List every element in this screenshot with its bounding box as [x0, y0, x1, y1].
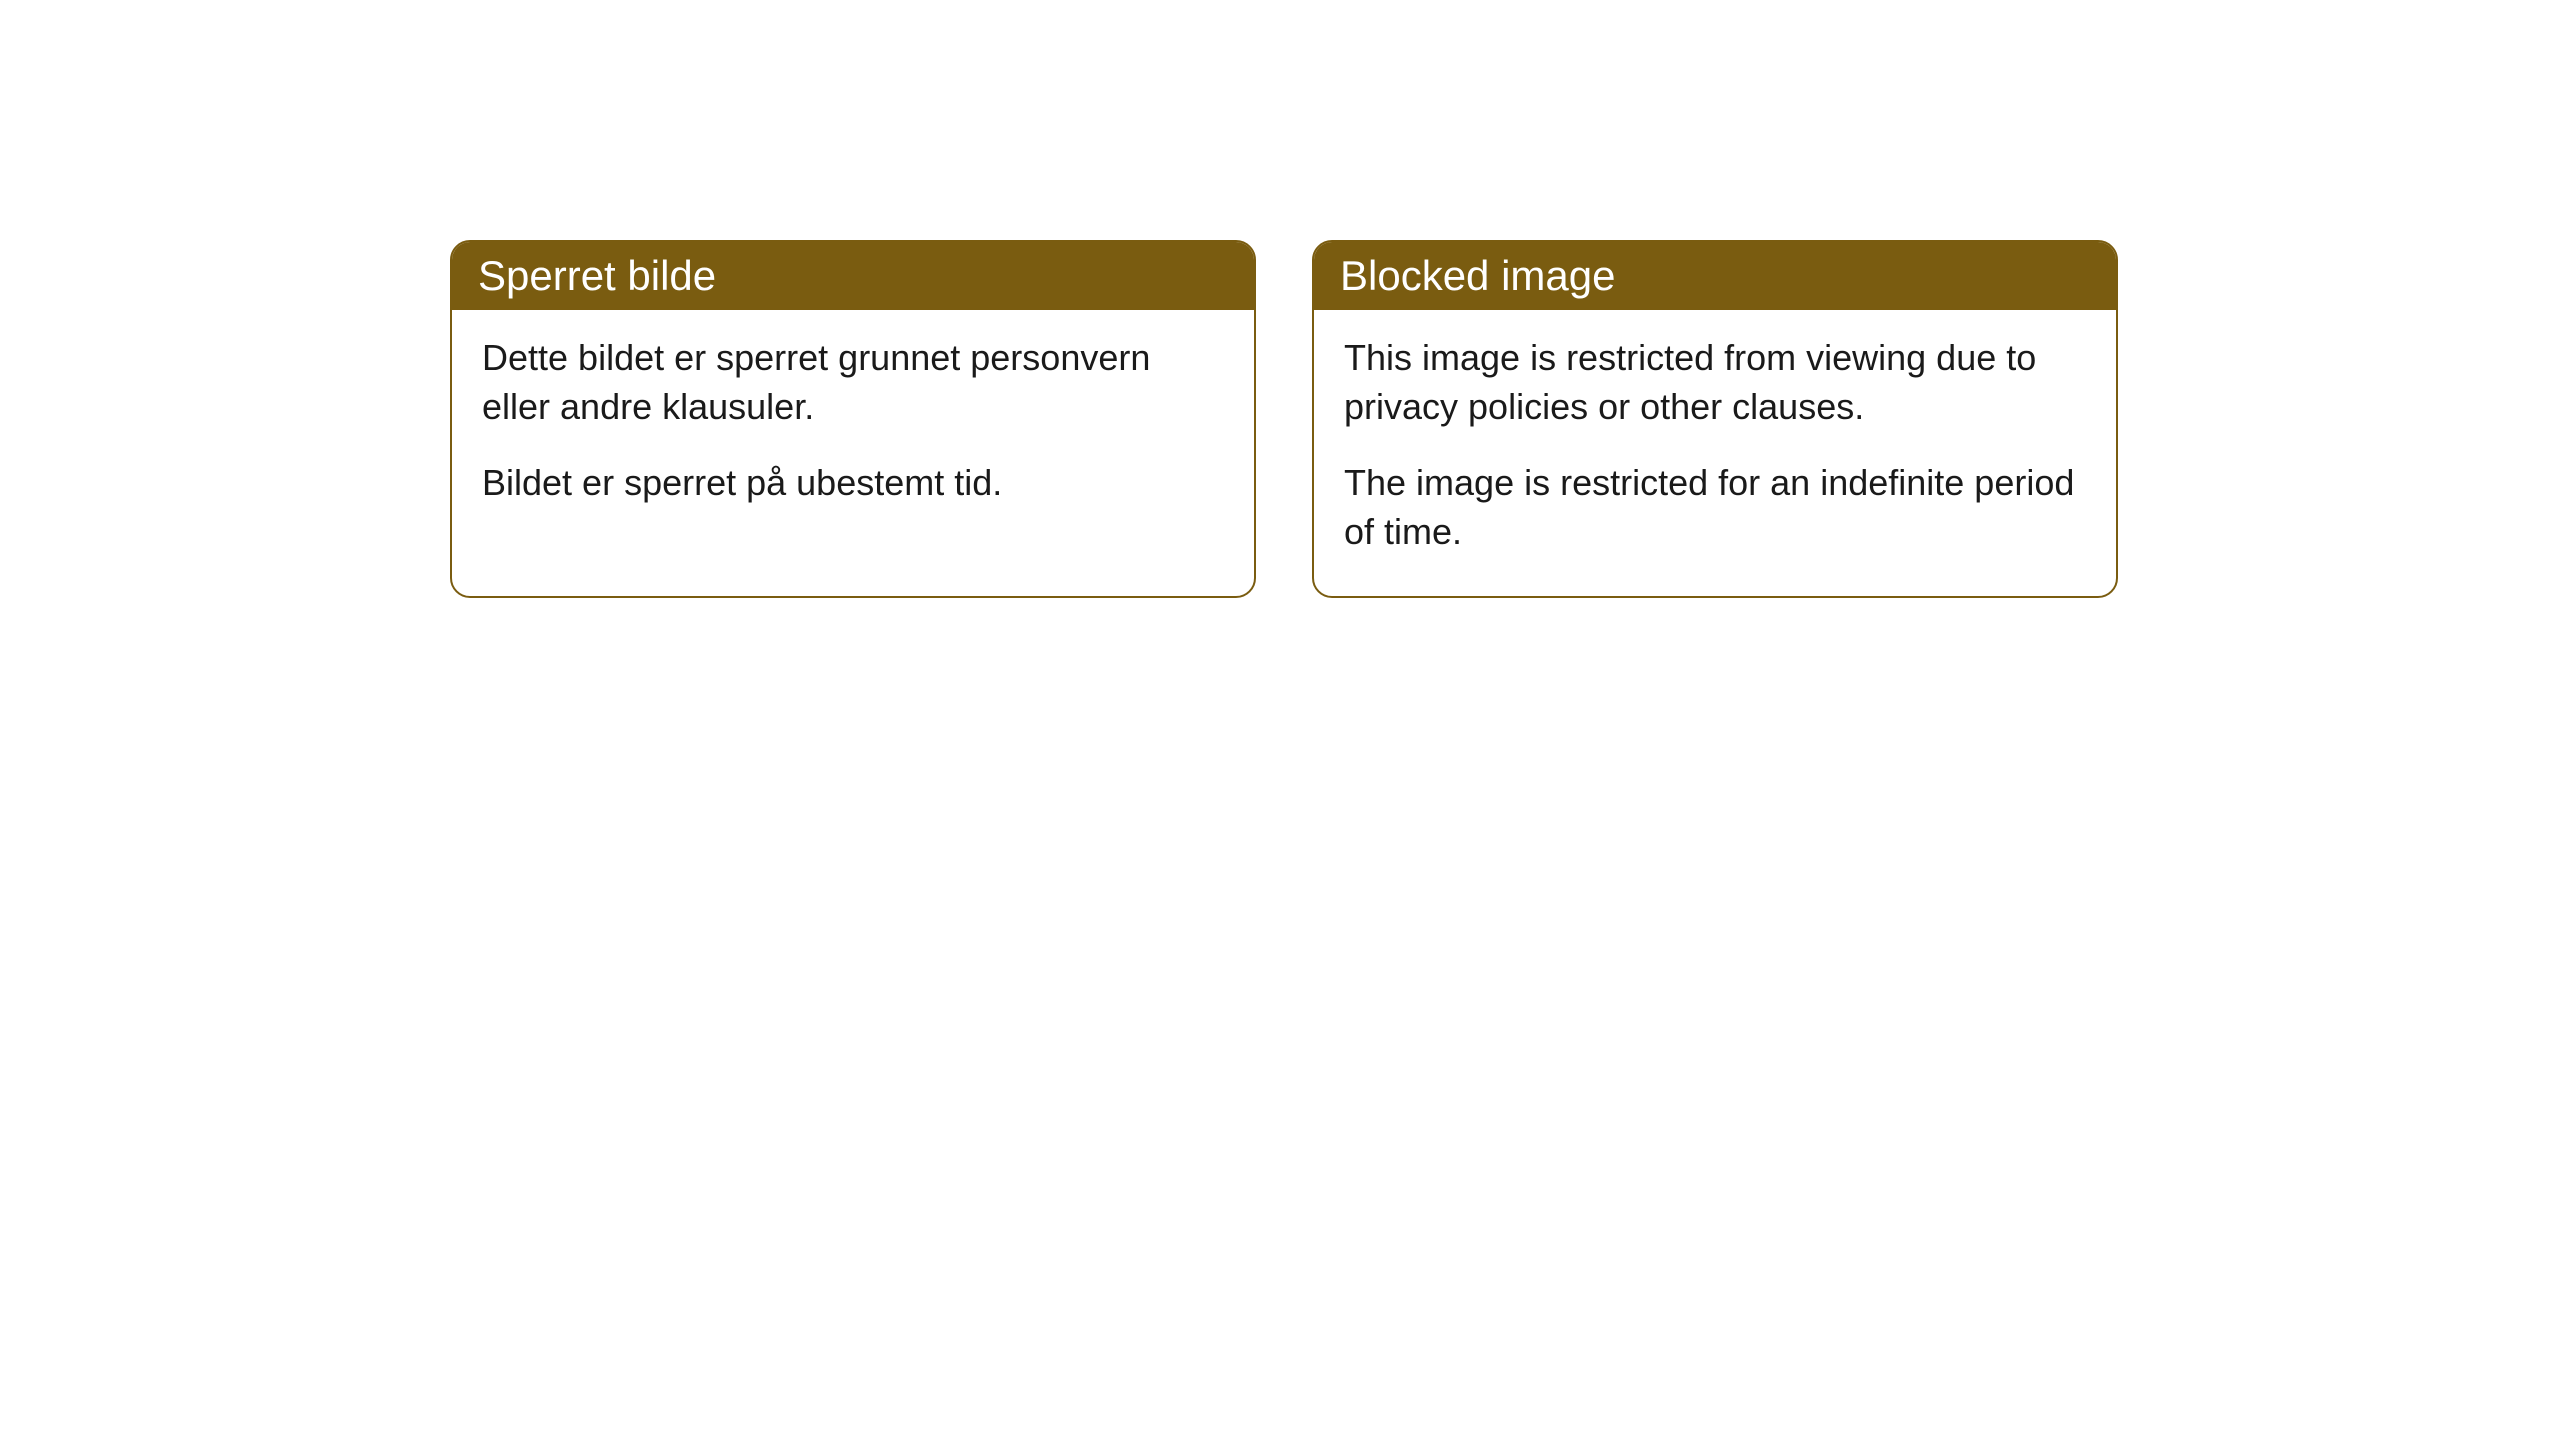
card-paragraph-norwegian-2: Bildet er sperret på ubestemt tid.	[482, 459, 1224, 508]
card-title-norwegian: Sperret bilde	[478, 252, 716, 299]
card-body-english: This image is restricted from viewing du…	[1314, 310, 2116, 596]
card-header-norwegian: Sperret bilde	[452, 242, 1254, 310]
card-body-norwegian: Dette bildet er sperret grunnet personve…	[452, 310, 1254, 548]
card-header-english: Blocked image	[1314, 242, 2116, 310]
blocked-image-card-english: Blocked image This image is restricted f…	[1312, 240, 2118, 598]
card-title-english: Blocked image	[1340, 252, 1615, 299]
card-paragraph-english-2: The image is restricted for an indefinit…	[1344, 459, 2086, 556]
card-paragraph-norwegian-1: Dette bildet er sperret grunnet personve…	[482, 334, 1224, 431]
card-paragraph-english-1: This image is restricted from viewing du…	[1344, 334, 2086, 431]
blocked-image-card-norwegian: Sperret bilde Dette bildet er sperret gr…	[450, 240, 1256, 598]
notice-cards-container: Sperret bilde Dette bildet er sperret gr…	[450, 240, 2118, 598]
